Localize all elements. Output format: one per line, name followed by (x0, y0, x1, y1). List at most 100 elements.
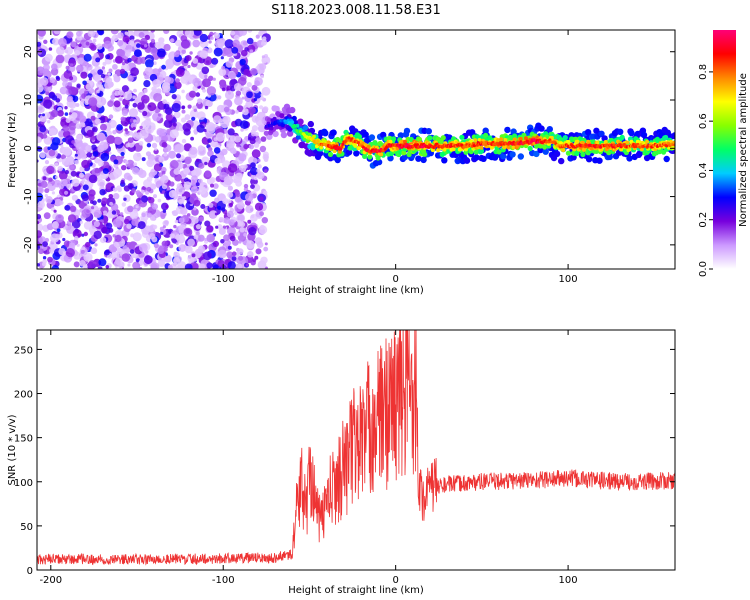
spectrogram-noise-cell (129, 210, 139, 220)
spectrogram-noise-cell (151, 142, 158, 149)
spectrogram-noise-cell (263, 169, 268, 173)
spectrogram-noise-cell (96, 43, 103, 50)
spectrogram-noise-cell (116, 124, 123, 131)
spectrogram-noise-cell (105, 265, 110, 269)
spectrogram-noise-cell (161, 170, 166, 175)
spectrogram-noise-cell (100, 237, 107, 244)
spectrogram-ridge-cell (269, 126, 274, 131)
spectrogram-noise-cell (209, 177, 216, 184)
spectrogram-noise-cell (237, 220, 242, 225)
figure-title: S118.2023.008.11.58.E31 (271, 3, 440, 18)
spectrogram-noise-cell (78, 43, 82, 48)
spectrogram-noise-cell (208, 202, 214, 208)
spectrogram-ridge-cell (565, 150, 572, 156)
spectrogram-noise-cell (55, 175, 59, 179)
spectrogram-ridge-cell (427, 135, 433, 141)
spectrogram-noise-cell (42, 256, 47, 260)
spectrogram-noise-cell (100, 152, 110, 162)
spectrogram-noise-cell (183, 167, 191, 175)
spectrogram-ridge-cell (401, 150, 407, 156)
spectrogram-ridge-cell (518, 136, 523, 141)
spectrogram-ridge-cell (628, 129, 635, 137)
spectrogram-noise-cell (222, 116, 231, 124)
spectrogram-noise-cell (113, 159, 119, 165)
spectrogram-noise-cell (105, 54, 111, 60)
spectrogram-noise-cell (38, 248, 44, 255)
spectrogram-noise-cell (202, 78, 211, 88)
spectrogram-noise-cell (226, 210, 234, 218)
spectrogram-noise-cell (254, 80, 260, 87)
spectrogram-noise-cell (191, 170, 197, 176)
spectrogram-noise-cell (206, 262, 213, 269)
spectrogram-noise-cell (97, 69, 104, 75)
colorbar-axes: 0.0 0.2 0.4 0.6 0.8 (698, 64, 713, 277)
spectrogram-noise-cell (66, 183, 72, 189)
spectrogram-noise-cell (153, 243, 159, 249)
spectrogram-noise-cell (42, 262, 47, 267)
spectrogram-noise-cell (218, 216, 224, 222)
snr-axes: -200 -100 0 100 0 50 100 150 200 250 (14, 330, 675, 586)
spectrogram-noise-cell (199, 50, 209, 59)
spectrogram-noise-cell (51, 265, 60, 269)
spectrogram-noise-cell (214, 212, 218, 216)
spectrogram-noise-cell (133, 88, 137, 93)
spectrogram-noise-cell (162, 225, 166, 229)
spectrogram-noise-cell (37, 94, 44, 104)
spectrogram-noise-cell (232, 39, 240, 47)
spectrogram-noise-cell (150, 30, 155, 33)
spectrogram-noise-cell (162, 99, 168, 105)
spectrogram-noise-cell (223, 240, 230, 247)
spectrogram-noise-cell (153, 92, 163, 102)
spectrogram-noise-cell (254, 202, 264, 211)
spectrogram-noise-cell (206, 225, 214, 233)
spectrogram-ridge-cell (603, 140, 608, 144)
spectrogram-noise-cell (251, 149, 261, 159)
spectrogram-noise-cell (79, 172, 85, 178)
spectrogram-noise-cell (187, 238, 196, 247)
spectrogram-noise-cell (74, 50, 81, 56)
spectrogram-noise-cell (169, 181, 175, 187)
spectrogram-noise-cell (256, 171, 265, 180)
spectrogram-noise-cell (112, 130, 117, 135)
spectrogram-noise-cell (37, 263, 40, 267)
spectrogram-noise-cell (57, 165, 63, 172)
spectrogram-noise-cell (37, 223, 44, 232)
spectrogram-noise-cell (129, 249, 135, 254)
spectrogram-ridge-cell (273, 105, 280, 113)
spectrogram-noise-cell (102, 210, 108, 216)
spectrogram-ridge-cell (293, 124, 297, 128)
spectrogram-noise-cell (227, 163, 238, 173)
snr-frame (36, 329, 676, 571)
spectrogram-noise-cell (39, 115, 47, 122)
spectrogram-ridge-cell (483, 132, 489, 138)
spectrogram-noise-cell (91, 206, 95, 210)
spectrogram-noise-cell (84, 90, 88, 95)
spectrogram-ridge-cell (441, 157, 448, 164)
spectrogram-noise-cell (93, 220, 100, 228)
spectrogram-noise-cell (112, 187, 118, 192)
spectrogram-noise-cell (197, 245, 206, 253)
spectrogram-noise-cell (259, 196, 264, 201)
spectrogram-noise-cell (239, 227, 245, 233)
spectrogram-noise-cell (64, 112, 69, 116)
spectrogram-noise-cell (218, 68, 227, 77)
spectrogram-noise-cell (53, 209, 57, 213)
spectrogram-noise-cell (174, 173, 182, 182)
spectrogram-noise-cell (60, 144, 64, 148)
spectrogram-noise-cell (58, 184, 64, 190)
spectrogram-noise-cell (237, 76, 247, 86)
spectrogram-noise-cell (86, 129, 94, 137)
spectrogram-noise-cell (220, 56, 224, 60)
spectrogram-noise-cell (175, 234, 182, 241)
spectrogram-noise-cell (59, 200, 64, 205)
spectrogram-noise-cell (85, 144, 92, 152)
spectrogram-noise-cell (242, 108, 249, 116)
snr-x-tick-label: -100 (212, 575, 235, 586)
spectrogram-ridge-cell (379, 152, 384, 157)
spectrogram-noise-cell (157, 113, 162, 117)
spectrogram-noise-cell (171, 102, 181, 113)
spectrogram-noise-cell (115, 34, 119, 39)
spectrogram-noise-cell (173, 51, 180, 58)
spectrogram-noise-cell (76, 134, 83, 141)
snr-x-tick-label: 0 (392, 575, 398, 586)
